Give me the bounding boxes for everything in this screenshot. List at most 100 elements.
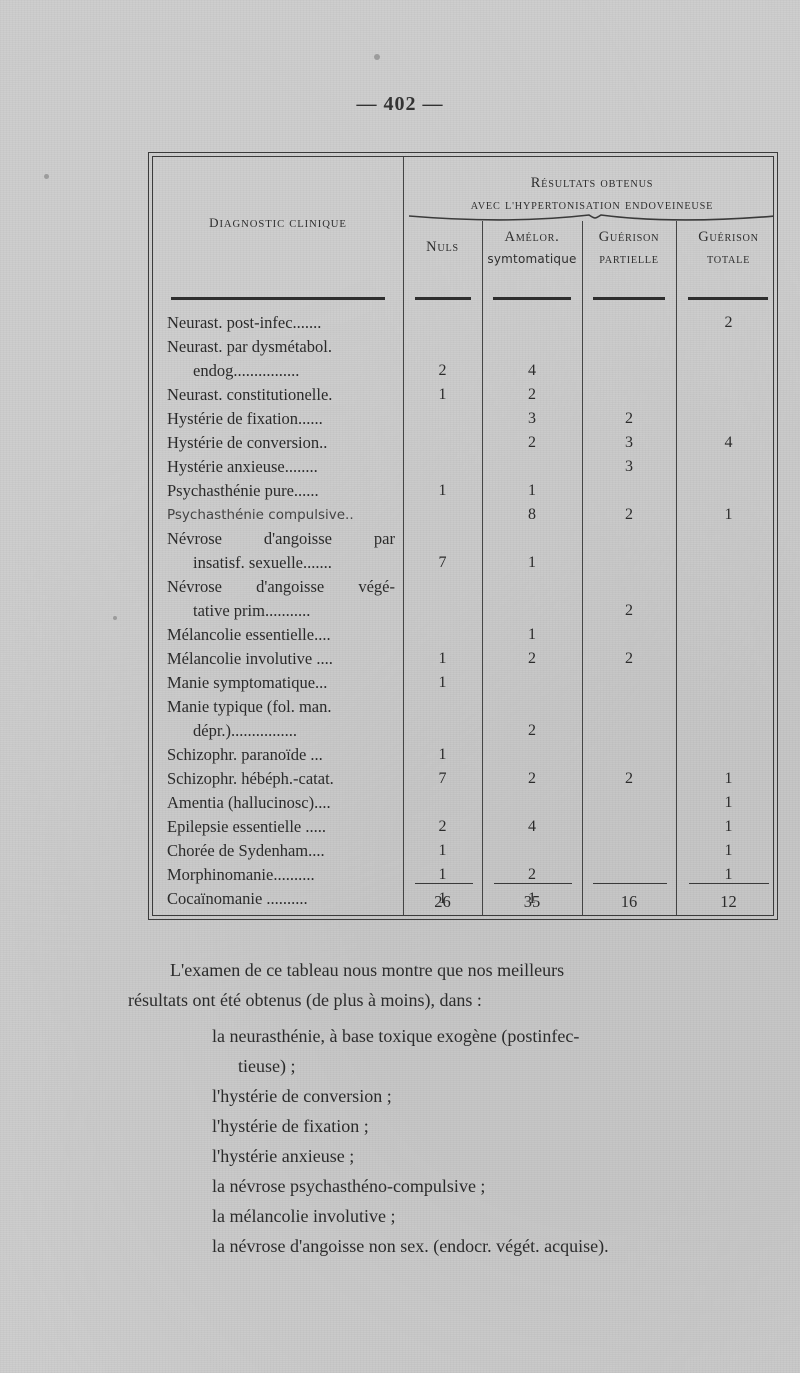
cell-c1: 1 <box>438 386 447 403</box>
table-row: Mélancolie involutive .... 1 2 2 <box>153 647 773 671</box>
table-row: Neurast. constitutionelle. 1 2 <box>153 383 773 407</box>
cell-c4: 1 <box>724 818 733 835</box>
row-label: Neurast. post-infec....... <box>167 313 322 332</box>
cell-c2: 2 <box>528 386 536 403</box>
cell-c2: 2 <box>528 650 536 667</box>
row-label: Epilepsie essentielle ..... <box>167 817 326 836</box>
table-row: endog................ 2 4 <box>153 359 773 383</box>
cell-c1: 1 <box>438 746 447 763</box>
cell-c1: 7 <box>438 554 447 571</box>
table-row: Chorée de Sydenham.... 1 1 <box>153 839 773 863</box>
paper-speck <box>374 54 380 60</box>
totals-rule-nuls <box>415 883 473 884</box>
row-label: Névrose d'angoisse par <box>167 529 395 548</box>
table-row: insatisf. sexuelle....... 7 1 <box>153 551 773 575</box>
cell-c1: 7 <box>438 770 447 787</box>
column-header-amelor-label: AMÉLOR. <box>504 229 560 245</box>
cell-c2: 2 <box>528 722 536 739</box>
list-item: la névrose psychasthéno-compulsive ; <box>212 1171 788 1201</box>
row-label: Schizophr. paranoïde ... <box>167 745 323 764</box>
table-row: Hystérie de conversion.. 2 3 4 <box>153 431 773 455</box>
list-item-text: l'hystérie de fixation ; <box>212 1116 369 1136</box>
cell-c2: 8 <box>528 506 536 523</box>
cell-c3: 2 <box>625 506 633 523</box>
column-header-guerison-partielle: GUÉRISON PARTIELLE <box>582 227 676 271</box>
row-label: Mélancolie involutive .... <box>167 649 333 668</box>
table-row: Schizophr. paranoïde ... 1 <box>153 743 773 767</box>
cell-c4: 1 <box>724 794 733 811</box>
cell-c2: 2 <box>528 770 536 787</box>
cell-c1: 2 <box>438 818 447 835</box>
table-row: Manie symptomatique... 1 <box>153 671 773 695</box>
cell-c1: 1 <box>438 650 447 667</box>
body-text: L'examen de ce tableau nous montre que n… <box>128 955 788 1261</box>
list-item: la névrose d'angoisse non sex. (endocr. … <box>212 1231 788 1261</box>
cell-c1: 1 <box>438 842 447 859</box>
row-label: Morphinomanie.......... <box>167 865 315 884</box>
column-divider-2 <box>482 221 483 915</box>
table-row: Psychasthénie pure...... 1 1 <box>153 479 773 503</box>
list-item: l'hystérie anxieuse ; <box>212 1141 788 1171</box>
intro-paragraph: L'examen de ce tableau nous montre que n… <box>128 955 788 1015</box>
list-item-text: la névrose d'angoisse non sex. (endocr. … <box>212 1236 609 1256</box>
row-label: Schizophr. hébéph.-catat. <box>167 769 334 788</box>
cell-c4: 2 <box>724 314 733 331</box>
total-nuls: 26 <box>434 892 451 911</box>
row-label: dépr.)................ <box>193 721 298 740</box>
column-header-amelor-sub: symtomatique <box>487 252 577 266</box>
row-label: Chorée de Sydenham.... <box>167 841 325 860</box>
table-row: Amentia (hallucinosc).... 1 <box>153 791 773 815</box>
table-row: Neurast. par dysmétabol. <box>153 335 773 359</box>
header-rule-guerison-partielle <box>593 297 665 300</box>
table-row: Hystérie de fixation...... 3 2 <box>153 407 773 431</box>
row-label: Psychasthénie compulsive.. <box>167 507 354 523</box>
cell-c3: 2 <box>625 602 633 619</box>
results-table: DIAGNOSTIC CLINIQUE RÉSULTATS OBTENUS AV… <box>148 152 778 920</box>
row-header-title: DIAGNOSTIC CLINIQUE <box>153 215 403 231</box>
cell-c2: 4 <box>528 818 536 835</box>
column-divider-4 <box>676 221 677 915</box>
cell-c3: 3 <box>625 458 633 475</box>
total-guerison-totale: 12 <box>720 892 737 911</box>
row-label: tative prim........... <box>193 601 311 620</box>
row-label: Mélancolie essentielle.... <box>167 625 331 644</box>
row-label: insatisf. sexuelle....... <box>193 553 332 572</box>
row-label: endog................ <box>193 361 300 380</box>
header-rule-diagnostic <box>171 297 385 300</box>
row-label: Amentia (hallucinosc).... <box>167 793 331 812</box>
column-header-guerison-partielle-label: GUÉRISON <box>598 229 660 245</box>
paper-speck <box>44 174 49 179</box>
span-header-line-2: AVEC L'HYPERTONISATION ENDOVEINEUSE <box>470 201 714 212</box>
list-item-text: l'hystérie anxieuse ; <box>212 1146 355 1166</box>
decorative-brace-icon <box>409 214 773 221</box>
row-label: Neurast. par dysmétabol. <box>167 337 332 356</box>
diagnosis-list: la neurasthénie, à base toxique exogène … <box>128 1021 788 1261</box>
intro-line-2: résultats ont été obtenus (de plus à moi… <box>128 990 482 1010</box>
row-label: Névrose d'angoisse végé- <box>167 577 395 596</box>
table-row: Névrose d'angoisse par <box>153 527 773 551</box>
totals-rule-guerison-totale <box>689 883 769 884</box>
list-item: la neurasthénie, à base toxique exogène … <box>212 1021 788 1081</box>
cell-c2: 2 <box>528 866 536 883</box>
table-row: dépr.)................ 2 <box>153 719 773 743</box>
column-header-guerison-partielle-sub: PARTIELLE <box>599 255 659 266</box>
row-label: Hystérie de fixation...... <box>167 409 323 428</box>
cell-c2: 1 <box>528 482 536 499</box>
totals-rule-guerison-partielle <box>593 883 667 884</box>
column-header-guerison-totale-label: GUÉRISON <box>698 229 759 245</box>
row-label: Hystérie anxieuse........ <box>167 457 318 476</box>
cell-c4: 1 <box>724 770 733 787</box>
total-guerison-partielle: 16 <box>620 892 638 911</box>
table-row: Psychasthénie compulsive.. 8 2 1 <box>153 503 773 527</box>
table-row: Manie typique (fol. man. <box>153 695 773 719</box>
table-row: Névrose d'angoisse végé- <box>153 575 773 599</box>
row-header-label: DIAGNOSTIC CLINIQUE <box>209 215 347 230</box>
cell-c1: 1 <box>438 482 447 499</box>
cell-c2: 2 <box>528 434 536 451</box>
span-header-line-1: RÉSULTATS OBTENUS <box>530 175 654 191</box>
column-header-guerison-totale: GUÉRISON TOTALE <box>676 227 773 271</box>
list-item-text: l'hystérie de conversion ; <box>212 1086 392 1106</box>
page-number: — 402 — <box>356 93 444 115</box>
table-row: Neurast. post-infec....... 2 <box>153 311 773 335</box>
row-label: Neurast. constitutionelle. <box>167 385 333 404</box>
